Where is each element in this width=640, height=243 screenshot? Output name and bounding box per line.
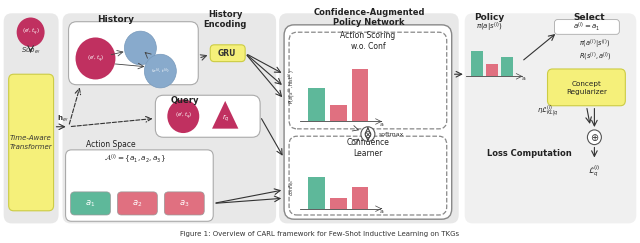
Text: $\eta\mathcal{L}^{(l)}_{KL|q}$: $\eta\mathcal{L}^{(l)}_{KL|q}$ [536,103,559,119]
Text: Figure 1: Overview of CARL framework for Few-Shot Inductive Learning on TKGs: Figure 1: Overview of CARL framework for… [180,231,460,237]
Bar [308,88,325,122]
Text: $P(a|s^{(l)}, \mathrm{hist}^{(i)})$: $P(a|s^{(l)}, \mathrm{hist}^{(i)})$ [287,69,297,104]
FancyBboxPatch shape [68,22,198,85]
Text: $\pi(a|s^{(l)})$: $\pi(a|s^{(l)})$ [476,20,503,34]
Circle shape [17,17,45,47]
FancyBboxPatch shape [210,45,245,62]
Circle shape [361,127,375,141]
Text: Confidence
Learner: Confidence Learner [346,138,389,158]
FancyBboxPatch shape [70,192,111,215]
Polygon shape [212,101,238,129]
FancyBboxPatch shape [4,13,59,223]
FancyBboxPatch shape [289,32,447,129]
Text: a: a [522,76,525,81]
Text: Confidence-Augmented
Policy Network: Confidence-Augmented Policy Network [313,8,425,27]
Text: Query: Query [171,96,200,105]
Bar [472,51,483,76]
FancyBboxPatch shape [63,13,276,223]
FancyBboxPatch shape [547,69,625,106]
Text: $\oplus$: $\oplus$ [590,132,599,143]
FancyBboxPatch shape [289,136,447,215]
Text: $a_2$: $a_2$ [132,198,143,209]
Bar [330,198,347,209]
Text: Policy: Policy [474,13,505,22]
Text: $r_q$: $r_q$ [222,113,230,124]
Text: Loss Computation: Loss Computation [487,148,572,157]
FancyBboxPatch shape [279,13,459,223]
FancyBboxPatch shape [156,95,260,137]
Text: $Sup_{e\prime}$: $Sup_{e\prime}$ [21,46,40,56]
Circle shape [76,37,115,79]
Text: $\pi(a^{(l)}|s^{(l)})$: $\pi(a^{(l)}|s^{(l)})$ [579,38,611,52]
Text: History
Encoding: History Encoding [204,10,247,29]
Text: $(e^{(i)}, t^{(i)})$: $(e^{(i)}, t^{(i)})$ [151,66,170,76]
Bar [308,177,325,209]
FancyBboxPatch shape [9,74,54,211]
Text: GRU: GRU [218,49,236,58]
FancyBboxPatch shape [65,150,213,221]
Text: $R(s^{(l)}, a^{(l)})$: $R(s^{(l)}, a^{(l)})$ [579,50,612,62]
Text: Concept
Regularizer: Concept Regularizer [566,81,607,95]
Text: $a_1$: $a_1$ [85,198,95,209]
Text: $\mathcal{A}^{(l)} = \{a_1, a_2, a_3\}$: $\mathcal{A}^{(l)} = \{a_1, a_2, a_3\}$ [104,152,166,165]
Text: $a^{(l)} = a_1$: $a^{(l)} = a_1$ [573,21,600,33]
Text: $(e', t_q)$: $(e', t_q)$ [175,111,192,122]
Text: $conf_{a|s}$: $conf_{a|s}$ [288,179,296,196]
FancyBboxPatch shape [554,20,620,34]
Text: Select: Select [573,13,605,22]
Text: Action Scoring
w.o. Conf: Action Scoring w.o. Conf [340,31,396,51]
Circle shape [588,130,602,145]
Text: $\mathcal{L}^{(l)}_q$: $\mathcal{L}^{(l)}_q$ [588,163,601,179]
Bar [351,187,368,209]
Circle shape [124,31,156,65]
Text: $\otimes$: $\otimes$ [364,129,372,140]
Text: $\mathbf{h}_{e\prime}$: $\mathbf{h}_{e\prime}$ [57,114,68,124]
Text: History: History [97,15,134,24]
Text: $(e', t_q)$: $(e', t_q)$ [22,27,40,37]
Text: a: a [380,122,384,127]
Text: a: a [380,209,384,214]
Bar [486,64,498,76]
Bar [501,57,513,76]
Circle shape [167,99,199,133]
Text: softmax: softmax [379,132,404,137]
FancyBboxPatch shape [465,13,636,223]
FancyBboxPatch shape [284,25,452,219]
FancyBboxPatch shape [118,192,157,215]
Text: Action Space: Action Space [86,140,135,149]
Text: Time-Aware
Transformer: Time-Aware Transformer [10,135,52,150]
Bar [351,69,368,122]
Text: $(e', t_q)$: $(e', t_q)$ [86,53,104,64]
Circle shape [145,54,176,88]
FancyBboxPatch shape [164,192,204,215]
Text: $a_3$: $a_3$ [179,198,189,209]
Bar [330,105,347,122]
